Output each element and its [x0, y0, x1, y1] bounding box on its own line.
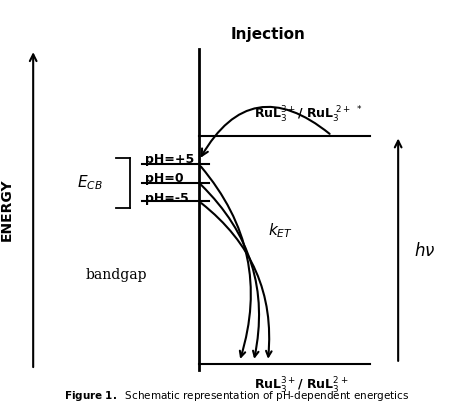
Text: $\bf{Figure\ 1.}$  Schematic representation of pH-dependent energetics: $\bf{Figure\ 1.}$ Schematic representati… [64, 389, 410, 403]
Text: pH=+5: pH=+5 [145, 153, 194, 166]
Text: RuL$_3^{3+}$/ RuL$_3^{2+}$: RuL$_3^{3+}$/ RuL$_3^{2+}$ [254, 376, 348, 396]
Text: pH=-5: pH=-5 [145, 192, 188, 205]
Text: $h\nu$: $h\nu$ [413, 242, 435, 260]
Text: $k_{ET}$: $k_{ET}$ [268, 221, 292, 240]
Text: $E_{CB}$: $E_{CB}$ [77, 173, 103, 192]
Text: RuL$_3^{3+}$/ RuL$_3^{\ 2+\ *}$: RuL$_3^{3+}$/ RuL$_3^{\ 2+\ *}$ [254, 105, 362, 125]
Text: pH=0: pH=0 [145, 172, 183, 185]
Text: ENERGY: ENERGY [0, 178, 14, 241]
Text: bandgap: bandgap [85, 268, 147, 282]
Text: Injection: Injection [230, 28, 305, 42]
